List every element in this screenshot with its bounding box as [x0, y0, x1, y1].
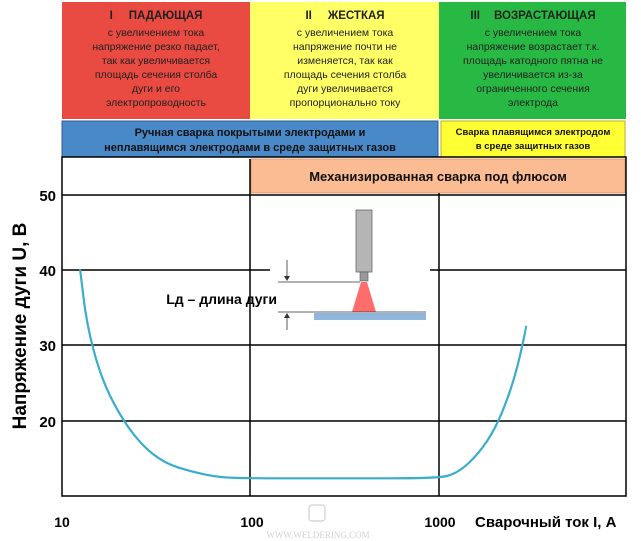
electrode-tip [359, 271, 369, 282]
zone-3-line: электрода [508, 97, 558, 109]
arc-length-inset: Lд – длина дуги [166, 205, 430, 340]
plot-grid [61, 156, 627, 497]
zone-2-line: пропорционально току [290, 97, 401, 109]
y-tick-label: 30 [39, 338, 56, 355]
band-gas-welding-line: Сварка плавящимся электродом [456, 127, 611, 138]
band-flux-welding-label: Механизированная сварка под флюсом [309, 169, 567, 184]
electrode-holder [355, 209, 373, 273]
electric-arc [352, 282, 376, 312]
x-tick-label: 10 [54, 514, 70, 530]
zone-1-heading: I ПАДАЮЩАЯ [110, 10, 203, 22]
zone-2-line: дуги увеличивается [297, 83, 393, 95]
zone-1-line: электропроводность [106, 97, 207, 109]
y-axis-label: Напряжение дуги U, В [10, 223, 31, 430]
zone-1-box [62, 2, 250, 119]
zone-2-line: напряжение почти не [293, 41, 397, 53]
y-tick-label: 50 [39, 188, 56, 205]
band-gas-welding [440, 120, 626, 158]
arrow-head [284, 313, 290, 318]
zone-1-line: так как увеличивается [102, 55, 210, 67]
plot-frame [61, 156, 627, 497]
x-tick-label: 100 [240, 514, 264, 530]
zone-1-line: напряжение резко падает, [92, 41, 219, 53]
band-manual-welding-line: неплавящимся электродами в среде защитны… [104, 142, 396, 154]
zone-1-line: с увеличением тока [108, 27, 205, 39]
y-tick-label: 20 [39, 414, 56, 431]
zone-3-line: ограниченного сечения [476, 83, 590, 95]
zone-2-heading: II ЖЕСТКАЯ [305, 10, 384, 22]
arc-length-label: Lд – длина дуги [166, 291, 277, 307]
zone-3-text: III ВОЗРАСТАЮЩАЯ с увеличением тока напря… [463, 10, 603, 109]
zone-3-line: напряжение возрастает т.к. [467, 41, 600, 53]
watermark-logo: WWW.WELDERING.COM [266, 504, 370, 540]
band-gas-welding-line: в среде защитных газов [476, 141, 591, 152]
band-manual-welding [61, 120, 439, 158]
band-flux-welding [250, 158, 626, 194]
zone-1-line: площадь сечения столба [95, 69, 218, 81]
series-layer [79, 269, 528, 480]
zone-3-heading: III ВОЗРАСТАЮЩАЯ [470, 10, 595, 22]
zone-2-line: изменяется, так как [297, 55, 393, 67]
zone-3-box [439, 2, 626, 119]
watermark-text: WWW.WELDERING.COM [266, 530, 369, 540]
x-axis-label: Сварочный ток I, А [475, 514, 617, 531]
zone-1-line: дуги и его [132, 83, 180, 95]
zone-3-line: площадь катодного пятна не [463, 55, 603, 67]
zone-2-text: II ЖЕСТКАЯ с увеличением тока напряжение … [284, 10, 407, 109]
series-line-0 [79, 269, 528, 480]
zone-1-text: I ПАДАЮЩАЯ с увеличением тока напряжение … [92, 10, 219, 109]
zone-2-box [250, 2, 439, 119]
base-metal [314, 313, 426, 320]
zone-2-line: с увеличением тока [297, 27, 394, 39]
zone-3-line: увеличивается из-за [483, 69, 583, 81]
watermark-icon [308, 504, 326, 522]
y-tick-label: 40 [39, 263, 56, 280]
zone-2-line: площадь сечения столба [284, 69, 407, 81]
arrow-head [284, 276, 290, 281]
band-manual-welding-line: Ручная сварка покрытыми электродами и [135, 127, 366, 139]
zone-3-line: с увеличением тока [485, 27, 582, 39]
x-tick-label: 1000 [424, 514, 455, 530]
